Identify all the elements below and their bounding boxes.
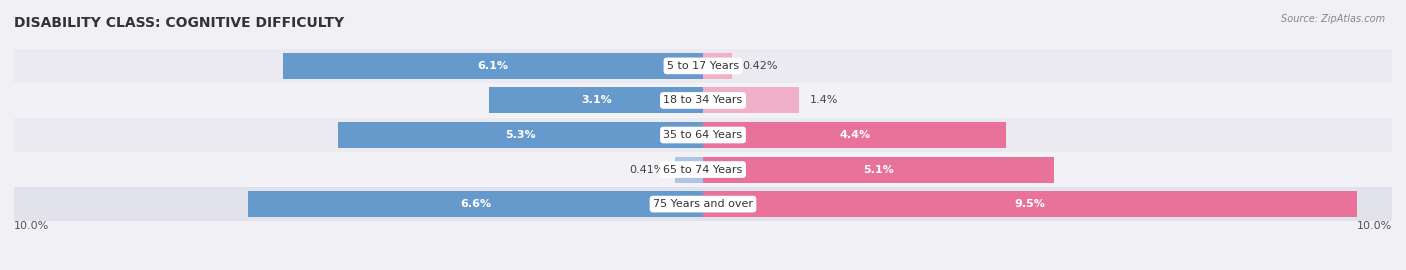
Text: 0.41%: 0.41% <box>628 164 665 175</box>
Text: 10.0%: 10.0% <box>14 221 49 231</box>
Text: 75 Years and over: 75 Years and over <box>652 199 754 209</box>
Text: 5.3%: 5.3% <box>505 130 536 140</box>
Bar <box>703 157 1054 183</box>
Bar <box>337 122 703 148</box>
Bar <box>283 53 703 79</box>
Text: 6.6%: 6.6% <box>460 199 491 209</box>
Text: 3.1%: 3.1% <box>581 95 612 106</box>
Bar <box>703 122 1007 148</box>
Text: 9.5%: 9.5% <box>1015 199 1046 209</box>
Text: 5.1%: 5.1% <box>863 164 894 175</box>
Text: 1.4%: 1.4% <box>810 95 838 106</box>
Bar <box>14 83 1392 118</box>
Bar <box>703 191 1358 217</box>
Bar <box>14 118 1392 152</box>
Bar <box>14 187 1392 221</box>
Bar <box>489 87 703 113</box>
Bar <box>703 53 733 79</box>
Text: 6.1%: 6.1% <box>478 61 509 71</box>
Text: Source: ZipAtlas.com: Source: ZipAtlas.com <box>1281 14 1385 23</box>
Bar <box>703 87 800 113</box>
Text: 10.0%: 10.0% <box>1357 221 1392 231</box>
Text: DISABILITY CLASS: COGNITIVE DIFFICULTY: DISABILITY CLASS: COGNITIVE DIFFICULTY <box>14 16 344 30</box>
Text: 0.42%: 0.42% <box>742 61 778 71</box>
Bar <box>675 157 703 183</box>
Text: 18 to 34 Years: 18 to 34 Years <box>664 95 742 106</box>
Text: 5 to 17 Years: 5 to 17 Years <box>666 61 740 71</box>
Text: 65 to 74 Years: 65 to 74 Years <box>664 164 742 175</box>
Bar <box>14 49 1392 83</box>
Bar <box>14 152 1392 187</box>
Text: 35 to 64 Years: 35 to 64 Years <box>664 130 742 140</box>
Text: 4.4%: 4.4% <box>839 130 870 140</box>
Bar <box>249 191 703 217</box>
